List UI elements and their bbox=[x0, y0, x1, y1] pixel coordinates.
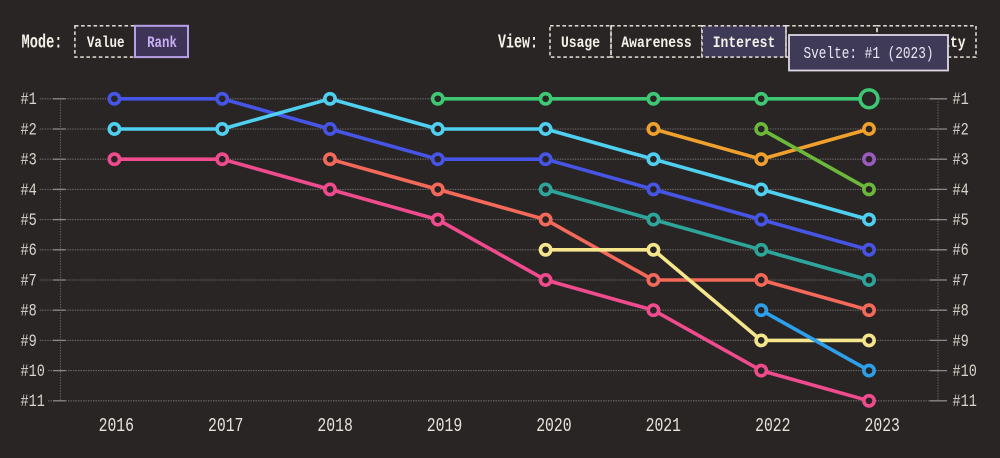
svg-text:Mode:: Mode: bbox=[22, 32, 63, 54]
svg-text:#6: #6 bbox=[21, 242, 37, 261]
svg-text:View:: View: bbox=[498, 32, 538, 54]
svg-text:#5: #5 bbox=[21, 212, 37, 231]
svg-text:#5: #5 bbox=[953, 212, 969, 231]
svg-text:2019: 2019 bbox=[427, 415, 462, 437]
svg-text:2018: 2018 bbox=[317, 415, 352, 437]
svg-text:2023: 2023 bbox=[865, 415, 900, 437]
svg-text:#4: #4 bbox=[21, 182, 37, 201]
svg-text:Svelte: #1 (2023): Svelte: #1 (2023) bbox=[804, 45, 934, 64]
svg-text:#11: #11 bbox=[953, 393, 977, 412]
svg-text:#4: #4 bbox=[953, 182, 969, 201]
svg-text:#6: #6 bbox=[953, 242, 969, 261]
svg-text:#2: #2 bbox=[21, 121, 37, 140]
svg-text:Awareness: Awareness bbox=[621, 34, 691, 52]
svg-text:#8: #8 bbox=[953, 303, 969, 322]
svg-text:#7: #7 bbox=[21, 272, 37, 291]
svg-text:#1: #1 bbox=[953, 91, 969, 110]
svg-text:#3: #3 bbox=[953, 152, 969, 171]
svg-text:Interest: Interest bbox=[713, 34, 776, 52]
svg-text:#10: #10 bbox=[953, 363, 977, 382]
svg-text:#8: #8 bbox=[21, 303, 37, 322]
svg-text:Value: Value bbox=[87, 34, 125, 52]
svg-text:#2: #2 bbox=[953, 121, 969, 140]
svg-text:2017: 2017 bbox=[208, 415, 243, 437]
svg-text:#9: #9 bbox=[953, 333, 969, 352]
svg-text:Usage: Usage bbox=[561, 34, 600, 52]
svg-text:2016: 2016 bbox=[99, 415, 134, 437]
svg-text:2020: 2020 bbox=[536, 415, 571, 437]
svg-text:#3: #3 bbox=[21, 152, 37, 171]
svg-text:2022: 2022 bbox=[755, 415, 790, 437]
svg-text:#1: #1 bbox=[21, 91, 37, 110]
svg-text:#10: #10 bbox=[21, 363, 45, 382]
svg-text:2021: 2021 bbox=[646, 415, 681, 437]
svg-text:#7: #7 bbox=[953, 272, 969, 291]
svg-text:Rank: Rank bbox=[147, 34, 177, 52]
svg-text:#9: #9 bbox=[21, 333, 37, 352]
svg-text:#11: #11 bbox=[21, 393, 45, 412]
